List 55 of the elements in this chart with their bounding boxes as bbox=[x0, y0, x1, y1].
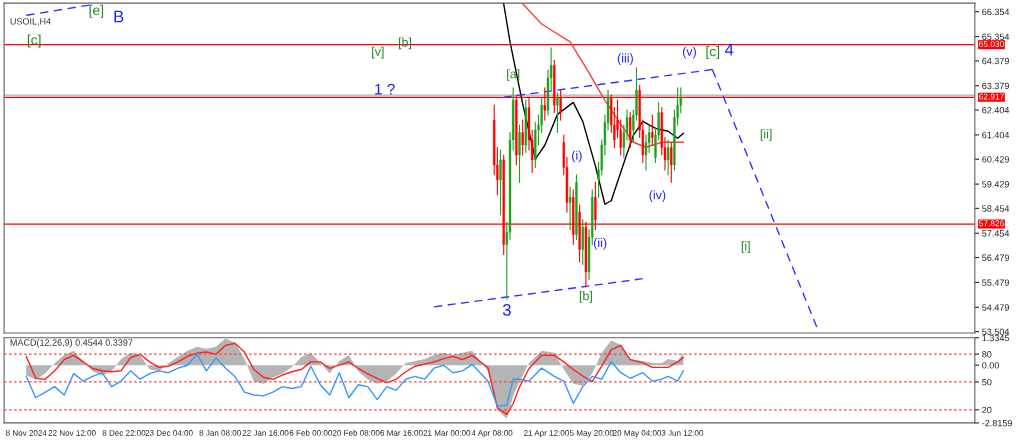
x-tick-label: 8 Nov 2024 bbox=[5, 430, 47, 436]
y-tick-label: 0.00 bbox=[982, 362, 1000, 369]
y-tick-label: 66.354 bbox=[982, 8, 1010, 16]
y2-tick-label: 80 bbox=[982, 351, 992, 358]
annotation: 3 bbox=[502, 303, 511, 316]
x-tick-label: 6 Mar 16:00 bbox=[380, 430, 423, 436]
y-tick-label: -2.8159 bbox=[982, 419, 1012, 427]
y-tick-label: 62.404 bbox=[982, 107, 1010, 114]
chart-title: MACD(12,26,9) 0.4544 0.3397 bbox=[10, 339, 133, 348]
x-tick-label: 4 Apr 08:00 bbox=[471, 430, 513, 438]
x-tick-label: 20 May 04:00 bbox=[613, 430, 662, 438]
annotation: [c] bbox=[706, 46, 720, 60]
x-tick-label: 8 Jan 08:00 bbox=[199, 430, 241, 436]
ref-line-label: 62.917 bbox=[979, 93, 1004, 100]
y-tick-label: 56.479 bbox=[982, 254, 1009, 261]
annotation: 4 bbox=[725, 43, 734, 56]
annotation: [i] bbox=[741, 241, 750, 254]
x-tick-label: 8 Dec 22:00 bbox=[102, 430, 146, 436]
annotation: [ii] bbox=[760, 129, 772, 141]
y-tick-label: 61.404 bbox=[982, 131, 1010, 139]
y-tick-label: 57.454 bbox=[982, 230, 1010, 237]
ref-line-label: 57.826 bbox=[979, 220, 1004, 227]
annotation: (v) bbox=[682, 46, 696, 59]
y-tick-label: 1.3345 bbox=[982, 334, 1010, 342]
y-tick-label: 64.379 bbox=[982, 57, 1009, 65]
x-tick-label: 20 Feb 08:00 bbox=[332, 429, 380, 436]
x-tick-label: 3 Jun 12:00 bbox=[661, 430, 704, 436]
y-tick-label: 65.354 bbox=[982, 33, 1010, 40]
y-tick-label: 60.429 bbox=[982, 156, 1009, 163]
x-tick-label: 6 Feb 00:00 bbox=[289, 429, 332, 436]
annotation: [v] bbox=[372, 46, 384, 59]
y-tick-label: 53.504 bbox=[982, 328, 1010, 335]
annotation: (iii) bbox=[617, 53, 633, 65]
x-tick-label: 22 Nov 12:00 bbox=[48, 430, 96, 436]
y-tick-label: 59.429 bbox=[982, 181, 1009, 188]
annotation: [b] bbox=[579, 291, 592, 303]
x-tick-label: 21 Apr 12:00 bbox=[523, 430, 569, 438]
annotation: (ii) bbox=[593, 238, 607, 250]
annotation: B bbox=[114, 10, 124, 23]
y2-tick-label: 50 bbox=[982, 378, 992, 386]
y-tick-label: 54.479 bbox=[982, 304, 1009, 311]
x-tick-label: 23 Dec 04:00 bbox=[145, 430, 193, 436]
y2-tick-label: 20 bbox=[982, 406, 992, 414]
ref-line-label: 65.030 bbox=[979, 41, 1004, 47]
y-tick-label: 63.379 bbox=[982, 82, 1009, 90]
annotation: (iv) bbox=[649, 190, 666, 202]
annotation: [e] bbox=[89, 4, 104, 18]
annotation: 1 ? bbox=[375, 83, 395, 95]
x-tick-label: 22 Jan 16:00 bbox=[242, 430, 289, 436]
y-tick-label: 55.479 bbox=[982, 279, 1009, 286]
text: USOIL,H4 bbox=[10, 18, 51, 26]
y-tick-label: 58.454 bbox=[982, 205, 1010, 212]
x-tick-label: 21 Mar 00:00 bbox=[423, 430, 471, 436]
x-tick-label: 5 May 20:00 bbox=[569, 430, 614, 438]
annotation: (i) bbox=[572, 150, 582, 163]
